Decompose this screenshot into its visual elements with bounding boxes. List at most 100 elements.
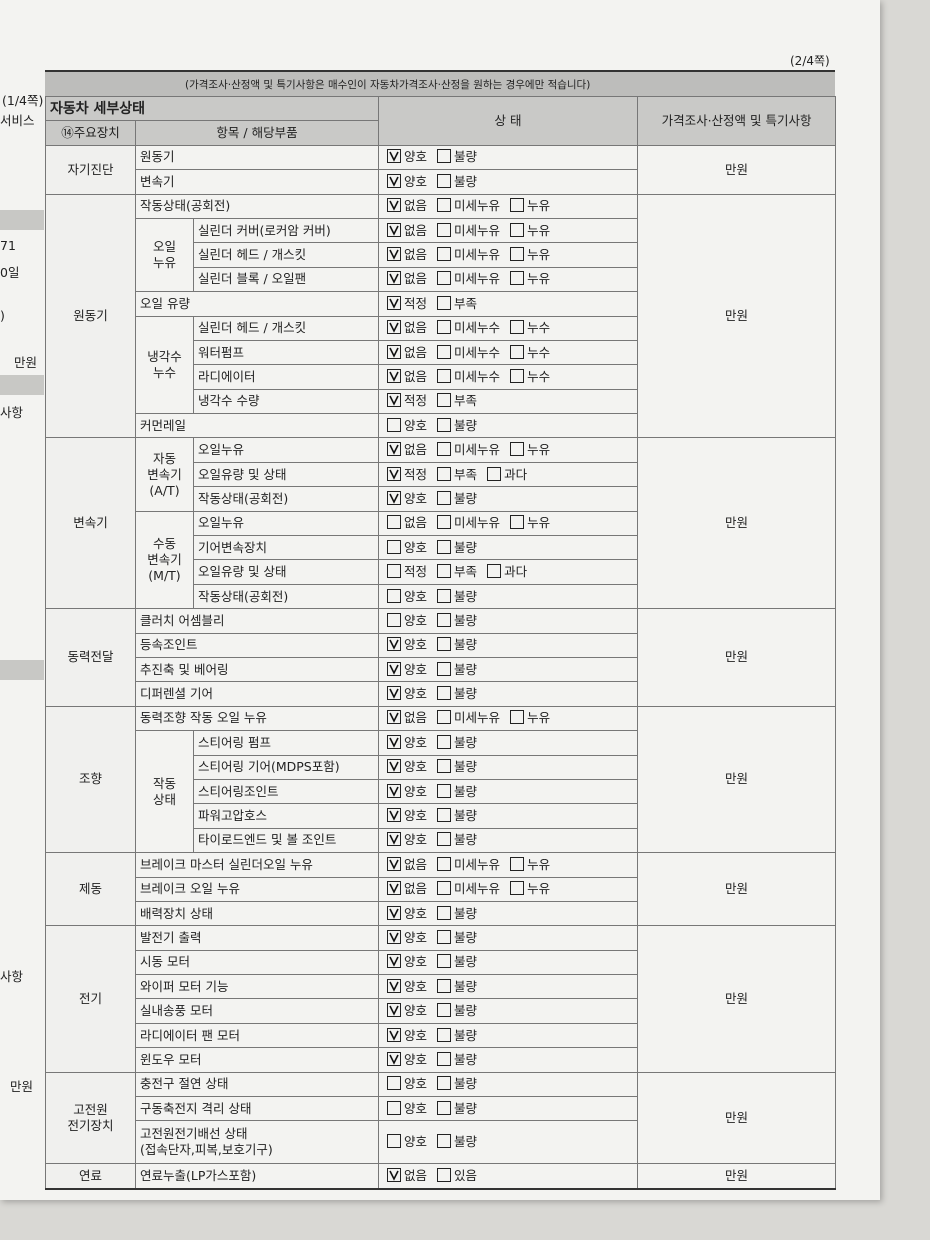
item-name: 실린더 커버(로커암 커버)	[192, 217, 380, 244]
group-name: 원동기	[45, 193, 136, 439]
subgroup-name: 오일 누유	[135, 217, 194, 293]
checkbox	[437, 417, 452, 432]
checkbox	[387, 1134, 402, 1149]
check-mark	[389, 200, 399, 212]
option: 양호	[383, 612, 428, 629]
state-cell: 양호 불량	[378, 949, 639, 976]
option: 양호	[383, 783, 427, 800]
state-cell: 양호 불량	[378, 827, 639, 854]
option-label: 양호	[404, 149, 428, 165]
checkbox	[437, 1076, 452, 1091]
option-label: 부족	[454, 393, 478, 409]
checkbox	[387, 612, 402, 627]
state-cell: 없음 있음	[378, 1163, 639, 1190]
option: 불량	[433, 929, 477, 946]
group-name: 동력전달	[45, 608, 136, 707]
state-cell: 양호 불량	[378, 583, 639, 610]
state-cell: 양호 불량	[378, 778, 639, 805]
option: 양호	[383, 1100, 427, 1117]
option-label: 양호	[404, 612, 428, 628]
option-label: 양호	[404, 954, 428, 970]
check-mark	[389, 1170, 399, 1181]
option-label: 없음	[404, 198, 428, 214]
item-name: 연료누출(LP가스포함)	[134, 1163, 380, 1190]
checkbox	[437, 612, 452, 627]
option-label: 누수	[527, 344, 551, 360]
price: 만원	[637, 193, 837, 439]
price: 만원	[637, 144, 837, 195]
item-name: 기어변속장치	[192, 535, 380, 561]
state-cell: 양호 불량	[378, 486, 639, 512]
item-row: 브레이크 오일 누유 없음 미세누유 누유	[46, 876, 836, 902]
option-label: 양호	[404, 588, 428, 604]
checkbox	[510, 198, 525, 213]
option-label: 불량	[454, 539, 478, 555]
check-mark	[389, 786, 399, 797]
checkbox	[510, 271, 525, 286]
option: 미세누유	[433, 881, 500, 897]
check-mark	[389, 444, 399, 455]
option-label: 양호	[404, 539, 428, 555]
state-cell: 없음 미세누유 누유	[378, 705, 639, 732]
option: 양호	[383, 1051, 427, 1068]
checkbox	[387, 247, 402, 262]
checkbox	[387, 417, 402, 432]
option: 불량	[433, 734, 477, 751]
option: 양호	[383, 173, 427, 190]
option: 누유	[506, 881, 550, 897]
price: 만원	[637, 705, 837, 854]
state-cell: 양호 불량	[378, 1096, 639, 1122]
option-label: 양호	[404, 417, 428, 433]
option: 부족	[433, 295, 477, 312]
checkbox	[437, 710, 452, 725]
item-name: 작동상태(공회전)	[192, 486, 380, 512]
option: 양호	[383, 929, 428, 946]
checkbox	[387, 320, 402, 335]
state-cell: 없음 미세누유 누유	[378, 510, 639, 537]
item-header: 항목 / 해당부품	[134, 120, 380, 146]
checkbox	[510, 368, 525, 383]
option-label: 불량	[454, 808, 478, 824]
item-row: 실린더 블록 / 오일팬 없음 미세누유 누유	[46, 266, 836, 293]
option-label: 양호	[404, 1003, 428, 1019]
option-label: 없음	[404, 710, 428, 726]
checkbox	[510, 515, 525, 530]
option: 불량	[433, 759, 477, 775]
option: 양호	[383, 417, 428, 434]
subgroup-name: 냉각수 누수	[135, 315, 194, 415]
option: 양호	[383, 1134, 427, 1150]
state-cell: 양호 불량	[378, 632, 639, 658]
option: 양호	[383, 149, 427, 165]
option-label: 없음	[404, 247, 428, 263]
option-label: 양호	[404, 1027, 428, 1043]
price: 만원	[637, 1071, 837, 1165]
option-label: 양호	[404, 978, 428, 994]
option-label: 부족	[454, 466, 478, 482]
state-cell: 없음 미세누유 누유	[378, 266, 639, 293]
item-row: 등속조인트 양호 불량	[46, 632, 836, 658]
item-row: 냉각수 누수 실린더 헤드 / 개스킷 없음 미세누수 누수	[46, 315, 836, 415]
group-name: 연료	[45, 1163, 136, 1190]
option: 없음	[383, 710, 427, 726]
margin-band	[0, 210, 44, 230]
checkbox	[437, 368, 452, 383]
checkbox	[437, 759, 452, 774]
option-label: 양호	[404, 832, 428, 848]
option-label: 양호	[404, 929, 428, 945]
item-name: 커먼레일	[134, 413, 380, 439]
option: 양호	[383, 1027, 428, 1044]
checkbox	[387, 954, 402, 969]
item-row: 추진축 및 베어링 양호 불량	[46, 656, 836, 683]
state-cell: 없음 미세누수 누수	[378, 315, 639, 341]
item-name: 원동기	[134, 144, 380, 171]
option: 불량	[433, 637, 477, 653]
option: 미세누유	[433, 271, 500, 287]
checkbox	[387, 515, 402, 530]
option-label: 누유	[527, 710, 551, 726]
margin-text: 71	[0, 238, 16, 253]
checkbox	[387, 539, 402, 554]
item-row: 오일유량 및 상태 적정 부족 과다	[46, 461, 836, 488]
check-mark	[389, 152, 399, 163]
check-mark	[389, 225, 399, 236]
option: 누수	[506, 368, 550, 385]
